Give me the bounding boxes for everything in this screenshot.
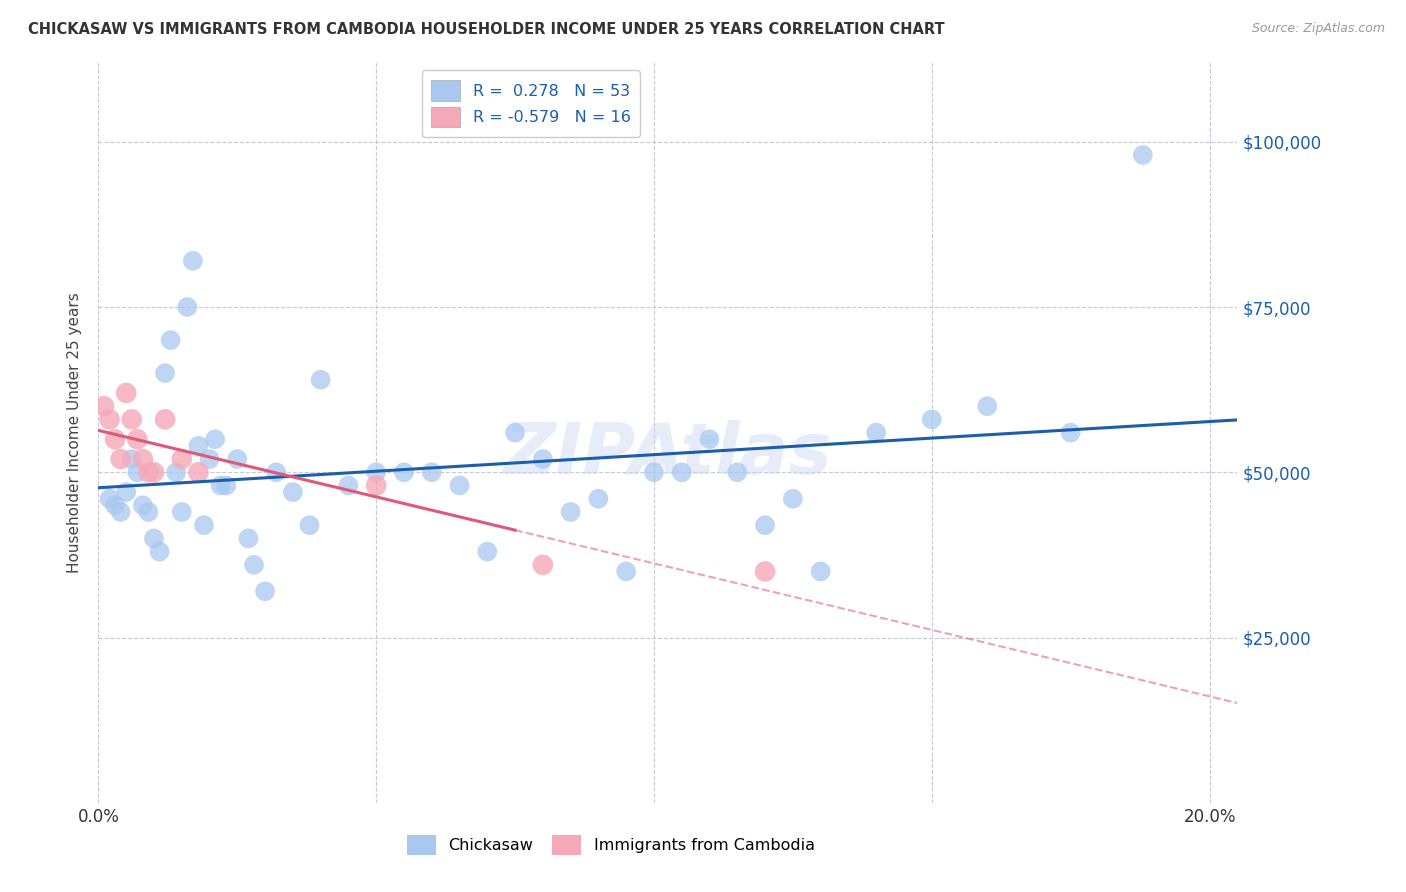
Point — [187, 465, 209, 479]
Point — [209, 478, 232, 492]
Point — [699, 432, 721, 446]
Point — [337, 478, 360, 492]
Point — [153, 366, 176, 380]
Point — [921, 412, 943, 426]
Point — [560, 505, 582, 519]
Point — [138, 465, 160, 479]
Point — [153, 412, 176, 426]
Point — [309, 373, 332, 387]
Text: Source: ZipAtlas.com: Source: ZipAtlas.com — [1251, 22, 1385, 36]
Point — [782, 491, 804, 506]
Point — [187, 439, 209, 453]
Text: CHICKASAW VS IMMIGRANTS FROM CAMBODIA HOUSEHOLDER INCOME UNDER 25 YEARS CORRELAT: CHICKASAW VS IMMIGRANTS FROM CAMBODIA HO… — [28, 22, 945, 37]
Point — [127, 465, 149, 479]
Point — [754, 518, 776, 533]
Point — [810, 565, 832, 579]
Point — [1132, 148, 1154, 162]
Point — [531, 558, 554, 572]
Point — [115, 485, 138, 500]
Point — [98, 412, 121, 426]
Point — [198, 452, 221, 467]
Point — [132, 499, 155, 513]
Point — [159, 333, 181, 347]
Point — [176, 300, 198, 314]
Point — [110, 452, 132, 467]
Point — [127, 432, 149, 446]
Point — [281, 485, 304, 500]
Point — [148, 544, 170, 558]
Point — [449, 478, 471, 492]
Point — [170, 452, 193, 467]
Point — [588, 491, 610, 506]
Point — [143, 532, 166, 546]
Point — [238, 532, 260, 546]
Point — [1059, 425, 1081, 440]
Point — [392, 465, 415, 479]
Y-axis label: Householder Income Under 25 years: Householder Income Under 25 years — [67, 293, 83, 573]
Legend: Chickasaw, Immigrants from Cambodia: Chickasaw, Immigrants from Cambodia — [401, 828, 821, 862]
Point — [121, 452, 143, 467]
Point — [115, 386, 138, 401]
Point — [420, 465, 443, 479]
Point — [132, 452, 155, 467]
Point — [503, 425, 526, 440]
Point — [193, 518, 215, 533]
Point — [165, 465, 187, 479]
Point — [614, 565, 637, 579]
Point — [366, 465, 388, 479]
Text: ZIPAtlas: ZIPAtlas — [503, 420, 832, 490]
Point — [865, 425, 887, 440]
Point — [725, 465, 748, 479]
Point — [93, 399, 115, 413]
Point — [243, 558, 266, 572]
Point — [104, 499, 127, 513]
Point — [366, 478, 388, 492]
Point — [226, 452, 249, 467]
Point — [98, 491, 121, 506]
Point — [643, 465, 665, 479]
Point — [138, 505, 160, 519]
Point — [170, 505, 193, 519]
Point — [204, 432, 226, 446]
Point — [104, 432, 127, 446]
Point — [110, 505, 132, 519]
Point — [531, 452, 554, 467]
Point — [754, 565, 776, 579]
Point — [215, 478, 238, 492]
Point — [121, 412, 143, 426]
Point — [298, 518, 321, 533]
Point — [181, 253, 204, 268]
Point — [143, 465, 166, 479]
Point — [477, 544, 499, 558]
Point — [976, 399, 998, 413]
Point — [254, 584, 277, 599]
Point — [671, 465, 693, 479]
Point — [264, 465, 287, 479]
